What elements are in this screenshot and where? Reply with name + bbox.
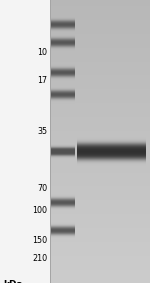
Text: 10: 10 <box>37 48 47 57</box>
Text: 70: 70 <box>37 184 47 193</box>
Text: 210: 210 <box>32 254 47 263</box>
Text: 17: 17 <box>37 76 47 85</box>
Text: 35: 35 <box>37 127 47 136</box>
Text: 100: 100 <box>32 206 47 215</box>
Text: 150: 150 <box>32 236 47 245</box>
Text: kDa: kDa <box>3 280 23 283</box>
